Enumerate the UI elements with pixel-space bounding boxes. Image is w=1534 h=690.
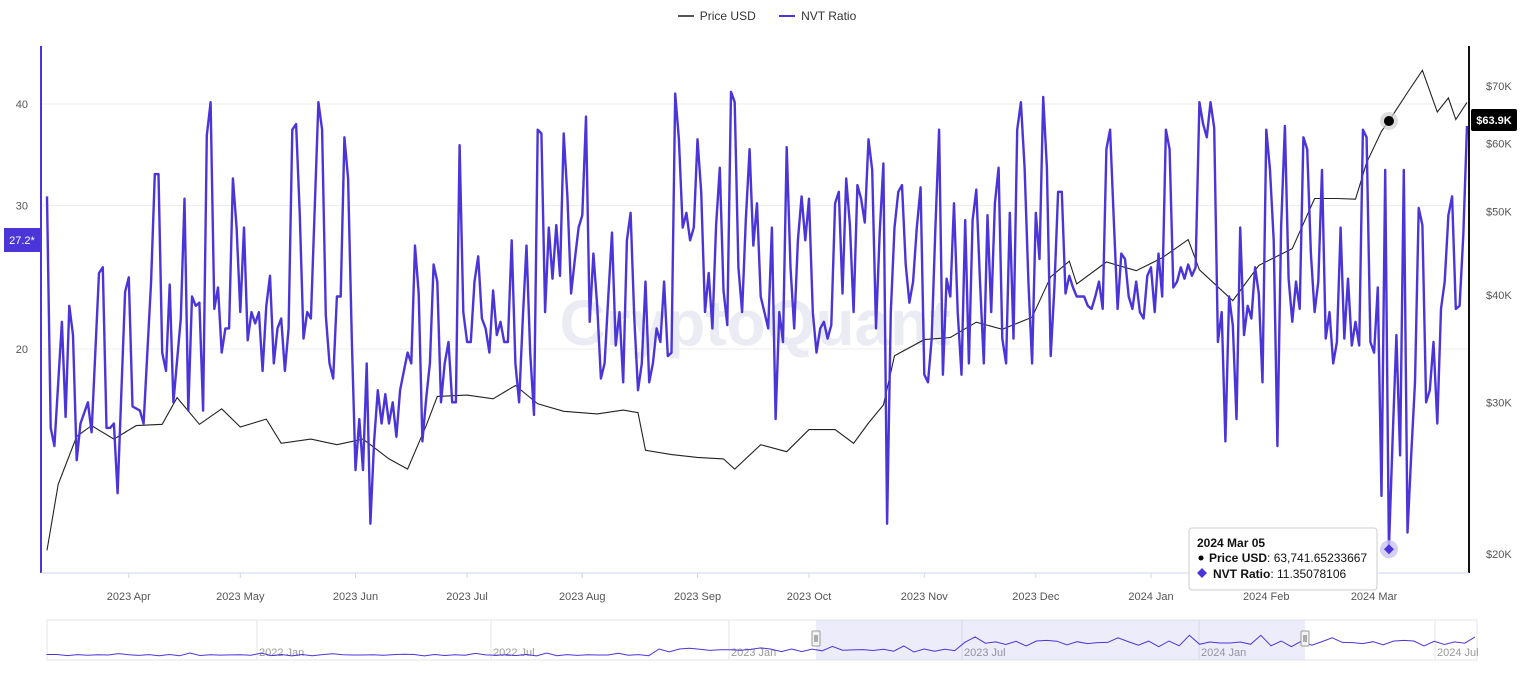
tooltip-price-bullet-icon (1198, 555, 1204, 561)
legend-item-nvt[interactable]: NVT Ratio (779, 9, 856, 23)
navigator-selection[interactable] (816, 620, 1305, 660)
legend: Price USD NVT Ratio (0, 6, 1534, 23)
right-tick-label: $70K (1486, 81, 1512, 93)
navigator-series (46, 634, 1476, 657)
price-usd-line[interactable] (46, 69, 1468, 551)
left-tick-label: 20 (16, 344, 28, 356)
x-tick-label: 2023 Jul (446, 591, 488, 603)
navigator-frame (46, 619, 1478, 661)
tooltip-date: 2024 Mar 05 (1197, 536, 1265, 550)
right-tick-label: $50K (1486, 207, 1512, 219)
tooltip-price: Price USD: 63,741.65233667 (1209, 551, 1367, 565)
tooltip-price-value: : 63,741.65233667 (1267, 551, 1367, 565)
price-hover-marker (1383, 115, 1394, 126)
right-tick-label: $20K (1486, 549, 1512, 561)
x-tick-label: 2023 Apr (107, 591, 151, 603)
tooltip-nvt-label: NVT Ratio (1213, 567, 1270, 581)
tooltip-nvt-diamond-icon (1197, 568, 1207, 578)
navigator-label: 2024 Jan (1201, 647, 1246, 659)
navigator-label: 2023 Jul (964, 647, 1006, 659)
tooltip-nvt: NVT Ratio: 11.35078106 (1213, 567, 1347, 581)
tooltip-price-label: Price USD (1209, 551, 1267, 565)
x-tick-label: 2024 Mar (1351, 591, 1398, 603)
left-tick-label: 30 (16, 201, 28, 213)
legend-label-nvt: NVT Ratio (801, 9, 857, 23)
x-tick-label: 2023 May (216, 591, 265, 603)
navigator-handle[interactable] (1300, 630, 1310, 647)
x-tick-label: 2023 Nov (901, 591, 949, 603)
navigator-label: 2024 Jul (1437, 647, 1479, 659)
navigator-label: 2022 Jul (493, 647, 535, 659)
x-tick-label: 2023 Dec (1012, 591, 1060, 603)
price-swatch-icon (677, 15, 694, 17)
nvt-swatch-icon (779, 15, 796, 17)
right-current-badge: $63.9K (1471, 109, 1517, 131)
left-tick-label: 40 (16, 99, 28, 111)
legend-item-price[interactable]: Price USD (677, 9, 756, 23)
navigator-handle-icon[interactable] (1300, 630, 1310, 647)
x-tick-label: 2024 Feb (1243, 591, 1289, 603)
x-tick-label: 2023 Oct (787, 591, 832, 603)
left-badge-text: 27.2* (9, 235, 35, 247)
left-badge-bg (4, 228, 41, 252)
nvt-ratio-line[interactable] (45, 90, 1469, 551)
right-badge-bg (1471, 109, 1517, 131)
navigator-handle[interactable] (811, 630, 821, 647)
right-tick-label: $30K (1486, 398, 1512, 410)
x-tick-label: 2023 Aug (559, 591, 606, 603)
right-tick-label: $40K (1486, 290, 1512, 302)
x-tick-label: 2024 Jan (1128, 591, 1173, 603)
tooltip-nvt-value: : 11.35078106 (1270, 567, 1346, 581)
navigator-label: 2022 Jan (259, 647, 304, 659)
right-tick-label: $60K (1486, 139, 1512, 151)
left-current-badge: 27.2* (4, 228, 41, 252)
right-badge-text: $63.9K (1476, 115, 1512, 127)
navigator[interactable]: 2022 Jan 2022 Jul 2023 Jan 2023 Jul 2024 Jan… (46, 619, 1479, 661)
x-tick-label: 2023 Sep (674, 591, 721, 603)
nvt-hover-marker (1383, 544, 1394, 555)
navigator-handle-icon[interactable] (811, 630, 821, 647)
x-tick-label: 2023 Jun (333, 591, 378, 603)
tooltip-bg (1188, 527, 1378, 591)
legend-label-price: Price USD (699, 9, 756, 23)
